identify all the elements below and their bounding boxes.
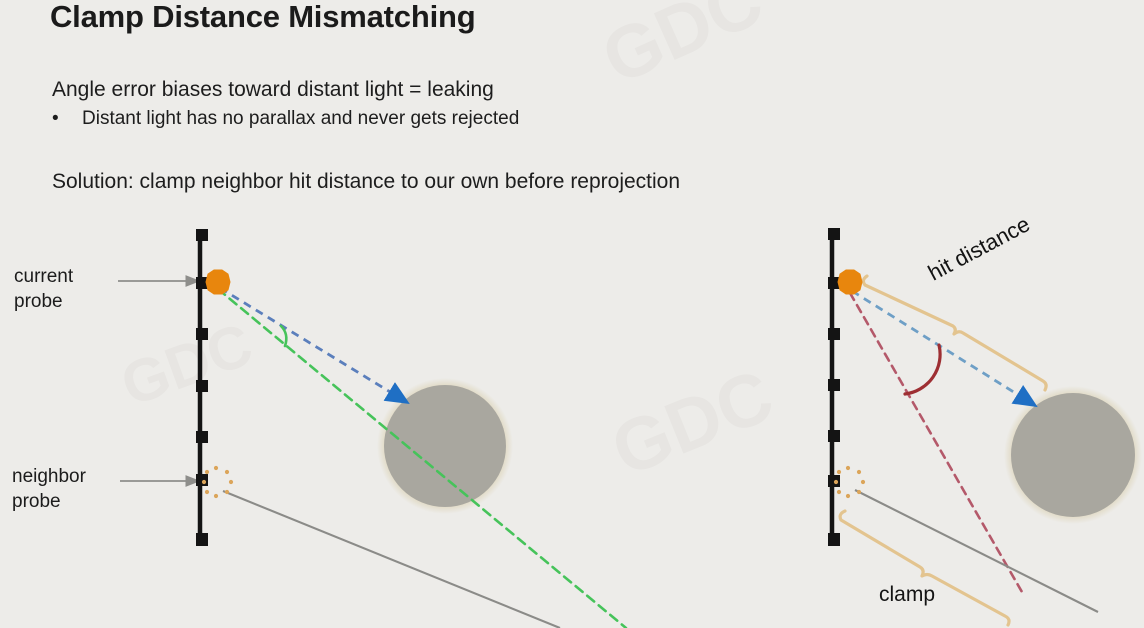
clamp-label: clamp	[879, 583, 936, 606]
blue-dashed-ray	[219, 286, 410, 404]
current-probe-marker	[837, 269, 863, 295]
occluder-circle	[1011, 393, 1135, 517]
right-diagram-group	[828, 228, 1142, 627]
neighbor-probe-marker	[833, 465, 866, 499]
angle-arc-green	[279, 324, 288, 348]
wall-tick	[828, 430, 840, 442]
page-title: Clamp Distance Mismatching	[50, 0, 476, 34]
wall-tick	[196, 229, 208, 241]
occluder-circle	[384, 385, 506, 507]
wall-tick	[828, 328, 840, 340]
wall-tick	[196, 533, 208, 546]
body-bullet-1: • Distant light has no parallax and never…	[52, 108, 519, 130]
wall-tick	[196, 328, 208, 340]
wall-tick	[196, 277, 208, 289]
body-line-1: Angle error biases toward distant light …	[52, 78, 494, 101]
red-dashed-ray	[848, 291, 1024, 594]
wall-tick	[828, 277, 840, 289]
wall-tick	[828, 379, 840, 391]
wall-tick	[828, 228, 840, 240]
current-probe-label: current probe	[14, 266, 74, 313]
clamp-brace	[838, 509, 1011, 627]
neighbor-probe-marker	[201, 465, 234, 499]
current-probe-marker	[205, 269, 231, 295]
neighbor-gray-ray	[222, 490, 561, 628]
wall-tick	[196, 380, 208, 392]
hit-distance-brace	[861, 274, 1048, 392]
angle-arc-red	[903, 343, 942, 396]
neighbor-gray-ray	[854, 489, 1099, 613]
bullet-marker: •	[52, 108, 59, 129]
wall-tick	[828, 533, 840, 546]
wall-tick	[196, 474, 208, 486]
green-dashed-ray	[216, 287, 628, 628]
body-bullet-1-text: Distant light has no parallax and never …	[82, 108, 520, 129]
neighbor-probe-label: neighbor probe	[12, 466, 86, 513]
left-diagram-group	[118, 229, 628, 628]
body-line-3: Solution: clamp neighbor hit distance to…	[52, 170, 681, 193]
wall-tick	[828, 475, 840, 487]
wall-tick	[196, 431, 208, 443]
